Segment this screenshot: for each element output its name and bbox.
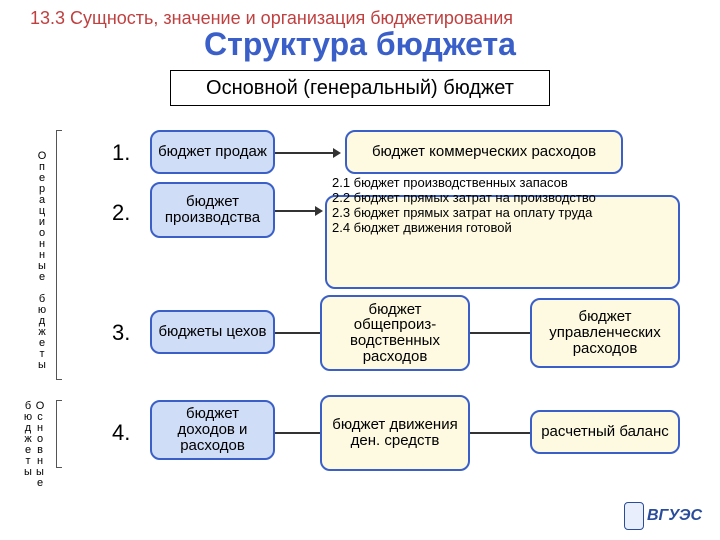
bracket-main: [56, 400, 62, 468]
node-management: бюджет управленческих расходов: [530, 298, 680, 368]
conn-shops-general: [275, 332, 320, 334]
row-num-4: 4.: [112, 420, 130, 446]
main-budget-box: Основной (генеральный) бюджет: [170, 70, 550, 106]
logo: ВГУЭС: [624, 502, 702, 530]
bracket-operational: [56, 130, 62, 380]
node-details-text: 2.1 бюджет производственных запасов 2.2 …: [332, 176, 677, 236]
node-production: бюджет производства: [150, 182, 275, 238]
logo-text: ВГУЭС: [647, 507, 702, 525]
node-general-prod: бюджет общепроиз-водственных расходов: [320, 295, 470, 371]
row-num-1: 1.: [112, 140, 130, 166]
node-cashflow: бюджет движения ден. средств: [320, 395, 470, 471]
node-sales: бюджет продаж: [150, 130, 275, 174]
slide-title: Структура бюджета: [0, 26, 720, 63]
logo-icon: [624, 502, 644, 530]
node-income: бюджет доходов и расходов: [150, 400, 275, 460]
vlabel-operational: Операционные бюджеты: [36, 150, 48, 370]
arrow-production-details: [275, 210, 317, 212]
conn-income-cash: [275, 432, 320, 434]
conn-cash-balance: [470, 432, 530, 434]
node-commercial: бюджет коммерческих расходов: [345, 130, 623, 174]
row-num-2: 2.: [112, 200, 130, 226]
vlabel-main: Основные бюджеты: [22, 400, 46, 540]
conn-general-mgmt: [470, 332, 530, 334]
node-shops: бюджеты цехов: [150, 310, 275, 354]
row-num-3: 3.: [112, 320, 130, 346]
arrow-sales-commercial: [275, 152, 335, 154]
node-balance: расчетный баланс: [530, 410, 680, 454]
